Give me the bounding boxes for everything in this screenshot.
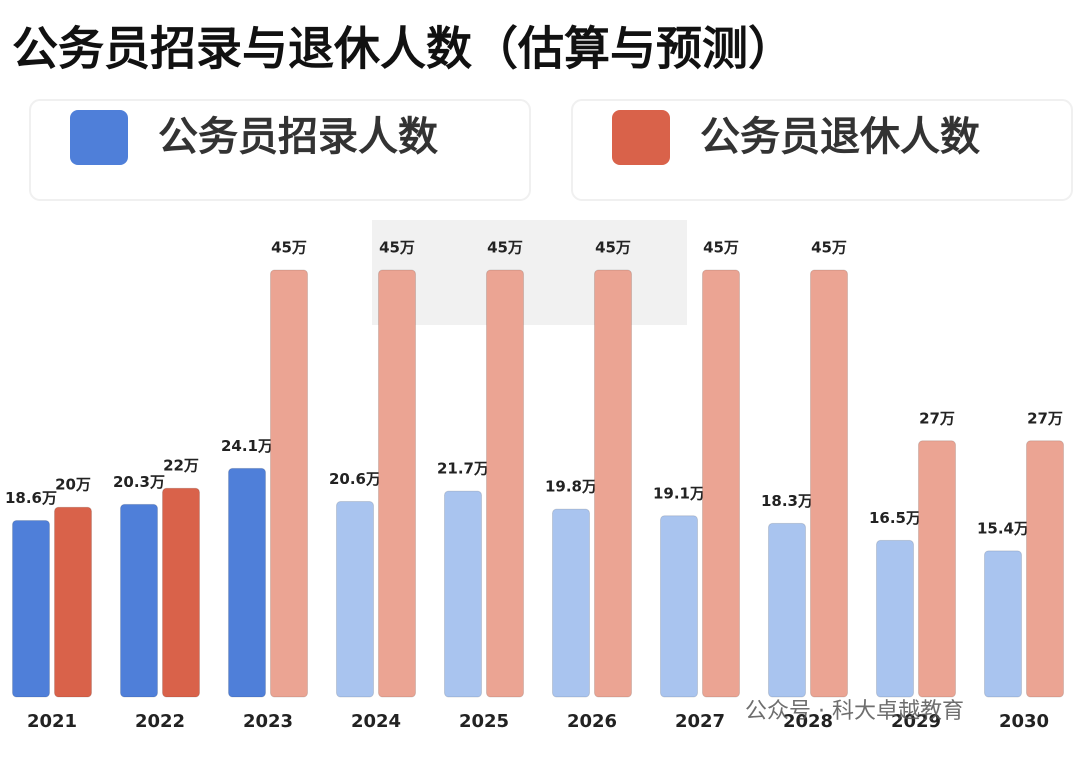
value-label: 19.8万 [545, 478, 597, 496]
bar [162, 487, 200, 698]
bar [270, 269, 308, 698]
x-tick-label: 2023 [243, 711, 293, 732]
legend-swatch [612, 110, 670, 165]
bar [12, 520, 50, 698]
value-label: 45万 [271, 239, 307, 257]
value-label: 45万 [703, 239, 739, 257]
x-tick-label: 2030 [999, 711, 1049, 732]
value-label: 24.1万 [221, 437, 273, 455]
highlight [372, 220, 687, 325]
value-label: 16.5万 [869, 509, 921, 527]
bar [984, 550, 1022, 698]
bar [444, 490, 482, 698]
bar [594, 269, 632, 698]
legend-box [29, 99, 531, 201]
value-label: 20万 [55, 476, 91, 494]
bar [1026, 440, 1064, 698]
x-tick-label: 2027 [675, 711, 725, 732]
legend-label: 公务员招录人数 [158, 114, 438, 160]
bar [228, 467, 266, 698]
value-label: 20.6万 [329, 470, 381, 488]
x-tick-label: 2021 [27, 711, 77, 732]
value-label: 45万 [487, 239, 523, 257]
value-label: 22万 [163, 457, 199, 475]
value-label: 18.6万 [5, 489, 57, 507]
value-label: 45万 [595, 239, 631, 257]
legend-label: 公务员退休人数 [700, 114, 980, 160]
legend-box [571, 99, 1073, 201]
value-label: 45万 [379, 239, 415, 257]
chart-title: 公务员招录与退休人数（估算与预测） [12, 22, 794, 76]
x-tick-label: 2024 [351, 711, 401, 732]
x-tick-label: 2022 [135, 711, 185, 732]
value-label: 20.3万 [113, 473, 165, 491]
bar [810, 269, 848, 698]
value-label: 27万 [1027, 409, 1063, 427]
bar [702, 269, 740, 698]
value-label: 19.1万 [653, 484, 705, 502]
bar [876, 539, 914, 698]
bar [336, 501, 374, 698]
bar [552, 508, 590, 698]
x-tick-label: 2028 [783, 711, 833, 732]
watermark: 公众号 · 科大卓越教育 [745, 699, 964, 724]
value-label: 45万 [811, 239, 847, 257]
bar [768, 522, 806, 698]
bar [120, 503, 158, 698]
value-label: 27万 [919, 409, 955, 427]
value-label: 15.4万 [977, 519, 1029, 537]
value-label: 21.7万 [437, 460, 489, 478]
bar [660, 515, 698, 698]
x-tick-label: 2025 [459, 711, 509, 732]
value-label: 18.3万 [761, 492, 813, 510]
legend-swatch [70, 110, 128, 165]
bar [54, 506, 92, 698]
bar [378, 269, 416, 698]
x-tick-label: 2026 [567, 711, 617, 732]
bar [486, 269, 524, 698]
bar [918, 440, 956, 698]
x-tick-label: 2029 [891, 711, 941, 732]
